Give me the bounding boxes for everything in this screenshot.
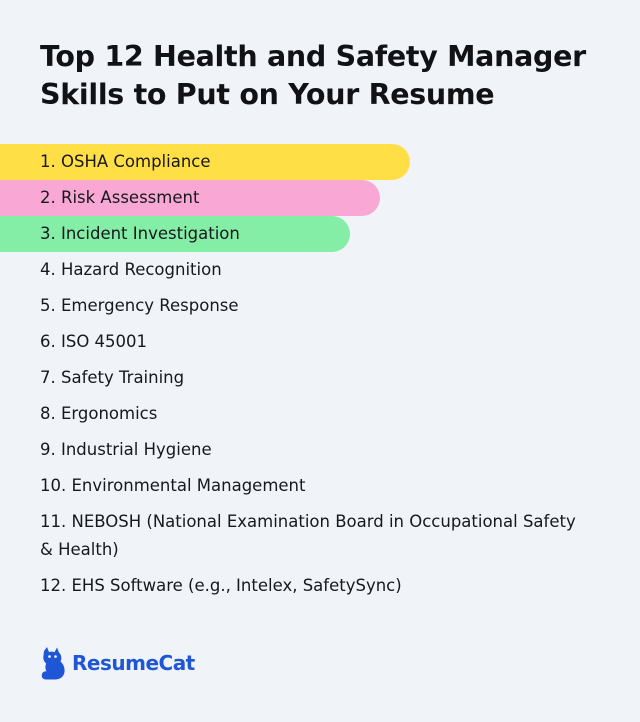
skill-label: 2. Risk Assessment <box>0 180 380 216</box>
skill-item-ehs-software: 12. EHS Software (e.g., Intelex, SafetyS… <box>0 568 640 604</box>
skill-item-emergency-response: 5. Emergency Response <box>0 288 640 324</box>
skill-item-iso-45001: 6. ISO 45001 <box>0 324 640 360</box>
skill-label: 1. OSHA Compliance <box>0 144 410 180</box>
skill-label: 9. Industrial Hygiene <box>40 440 212 459</box>
skill-label: 8. Ergonomics <box>40 404 158 423</box>
skill-label: 10. Environmental Management <box>40 476 306 495</box>
skill-label: 6. ISO 45001 <box>40 332 148 351</box>
skill-item-hazard-recognition: 4. Hazard Recognition <box>0 252 640 288</box>
cat-icon <box>41 647 65 680</box>
skill-item-environmental-management: 10. Environmental Management <box>0 468 640 504</box>
skill-item-ergonomics: 8. Ergonomics <box>0 396 640 432</box>
skill-label: 12. EHS Software (e.g., Intelex, SafetyS… <box>40 576 402 595</box>
skill-label: 5. Emergency Response <box>40 296 239 315</box>
skill-label: 11. NEBOSH (National Examination Board i… <box>40 512 576 559</box>
skill-item-nebosh: 11. NEBOSH (National Examination Board i… <box>0 504 640 568</box>
brand-name: ResumeCat <box>72 651 195 675</box>
skill-label: 3. Incident Investigation <box>0 216 350 252</box>
skills-list: 1. OSHA Compliance 2. Risk Assessment 3.… <box>0 144 640 604</box>
skill-item-industrial-hygiene: 9. Industrial Hygiene <box>0 432 640 468</box>
brand-logo: ResumeCat <box>40 644 195 682</box>
skill-item-safety-training: 7. Safety Training <box>0 360 640 396</box>
skill-label: 7. Safety Training <box>40 368 185 387</box>
skill-item-risk-assessment: 2. Risk Assessment <box>0 180 640 216</box>
page-title: Top 12 Health and Safety Manager Skills … <box>40 40 586 111</box>
skill-label: 4. Hazard Recognition <box>40 260 222 279</box>
skill-item-osha-compliance: 1. OSHA Compliance <box>0 144 640 180</box>
skill-item-incident-investigation: 3. Incident Investigation <box>0 216 640 252</box>
